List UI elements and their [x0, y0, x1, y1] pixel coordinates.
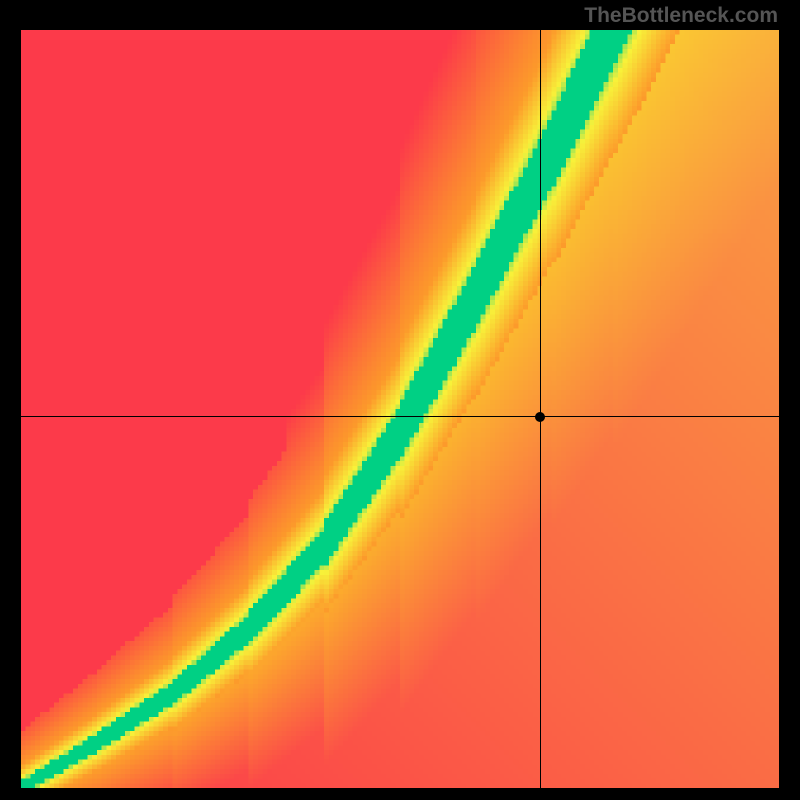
bottleneck-heatmap [21, 30, 779, 788]
crosshair-vertical [540, 30, 541, 788]
selected-point-marker [535, 412, 545, 422]
watermark-text: TheBottleneck.com [584, 4, 778, 28]
crosshair-horizontal [21, 416, 779, 417]
plot-area [21, 30, 779, 788]
